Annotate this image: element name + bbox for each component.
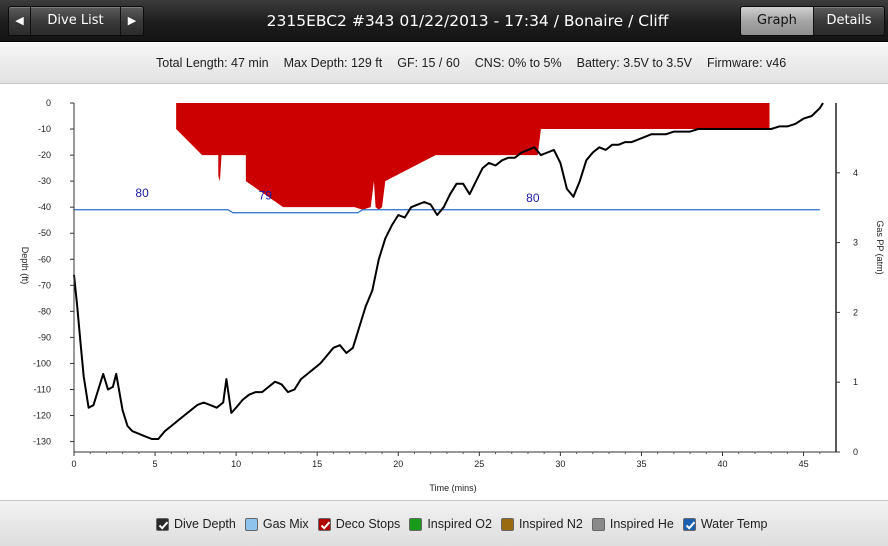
y2-tick-label: 1 — [853, 377, 858, 387]
max-depth: Max Depth: 129 ft — [283, 56, 383, 70]
top-toolbar: ◀ Dive List ▶ 2315EBC2 #343 01/22/2013 -… — [0, 0, 888, 42]
y-tick-label: -10 — [38, 124, 51, 134]
x-tick-label: 30 — [555, 459, 565, 469]
legend-bar: Dive Depth Gas Mix Deco Stops Inspired O2 In… — [0, 500, 888, 546]
back-arrow-button[interactable]: ◀ — [9, 7, 31, 35]
legend-label: Water Temp — [700, 517, 768, 531]
legend-checkbox[interactable] — [317, 517, 331, 531]
total-length: Total Length: 47 min — [156, 56, 269, 70]
y-tick-label: -100 — [33, 358, 51, 368]
legend-checkbox[interactable] — [244, 517, 258, 531]
legend-item-inspired-o2[interactable]: Inspired O2 — [409, 517, 492, 531]
legend-checkbox[interactable] — [591, 517, 605, 531]
legend-label: Inspired N2 — [518, 517, 583, 531]
water-temp-line — [74, 209, 820, 214]
y-tick-label: -90 — [38, 332, 51, 342]
y-tick-label: -40 — [38, 202, 51, 212]
water-temp-label: 80 — [135, 186, 149, 200]
x-tick-label: 25 — [474, 459, 484, 469]
y2-tick-label: 2 — [853, 307, 858, 317]
water-temp-label: 79 — [259, 188, 273, 202]
legend-item-gas-mix[interactable]: Gas Mix — [244, 517, 309, 531]
x-tick-label: 5 — [153, 459, 158, 469]
y2-axis-label: Gas PP (atm) — [875, 220, 885, 274]
y-tick-label: -20 — [38, 150, 51, 160]
tab-details[interactable]: Details — [826, 13, 872, 28]
dive-list-nav: ◀ Dive List ▶ — [8, 6, 144, 36]
y2-tick-label: 0 — [853, 447, 858, 457]
legend-item-dive-depth[interactable]: Dive Depth — [156, 517, 236, 531]
legend-item-deco-stops[interactable]: Deco Stops — [317, 517, 401, 531]
legend-item-inspired-he[interactable]: Inspired He — [591, 517, 674, 531]
legend-label: Inspired O2 — [427, 517, 492, 531]
legend-checkbox[interactable] — [156, 517, 169, 531]
gradient-factors: GF: 15 / 60 — [397, 56, 460, 70]
dive-profile-chart: 80 79 80 0 -10 -20 -30 -40 -50 -60 -70 -80 -90 -100 -1… — [20, 98, 885, 493]
y-tick-label: -110 — [34, 384, 51, 394]
dive-title: 2315EBC2 #343 01/22/2013 - 17:34 / Bonai… — [266, 12, 669, 30]
legend-label: Gas Mix — [262, 517, 309, 531]
legend-label: Dive Depth — [174, 517, 236, 531]
cns: CNS: 0% to 5% — [474, 56, 562, 70]
tab-graph[interactable]: Graph — [741, 7, 814, 35]
y-tick-label: -130 — [33, 437, 51, 447]
y-tick-label: -50 — [38, 228, 51, 238]
water-temp-label: 80 — [526, 191, 540, 205]
forward-arrow-button[interactable]: ▶ — [127, 14, 137, 27]
y-tick-label: 0 — [46, 98, 51, 108]
deco-stops-area — [176, 103, 770, 210]
x-tick-label: 10 — [231, 459, 241, 469]
firmware: Firmware: v46 — [706, 56, 787, 70]
legend-label: Inspired He — [609, 517, 674, 531]
legend-checkbox[interactable] — [682, 517, 696, 531]
dive-depth-line — [73, 102, 824, 440]
view-switcher: Graph Details — [740, 6, 885, 36]
legend-checkbox[interactable] — [500, 517, 514, 531]
x-tick-label: 45 — [799, 459, 809, 469]
y-tick-label: -120 — [33, 411, 51, 421]
y-tick-label: -70 — [38, 280, 51, 290]
legend-label: Deco Stops — [335, 517, 401, 531]
battery: Battery: 3.5V to 3.5V — [576, 56, 692, 70]
legend-item-inspired-n2[interactable]: Inspired N2 — [500, 517, 583, 531]
x-tick-label: 35 — [636, 459, 646, 469]
dive-summary-bar: Total Length: 47 min Max Depth: 129 ft G… — [0, 43, 888, 84]
dive-list-button[interactable]: Dive List — [31, 7, 121, 35]
x-tick-label: 20 — [393, 459, 403, 469]
y2-tick-label: 3 — [853, 238, 858, 248]
y-tick-label: -30 — [38, 176, 51, 186]
legend-item-water-temp[interactable]: Water Temp — [682, 517, 768, 531]
legend-checkbox[interactable] — [409, 517, 423, 531]
y-tick-label: -80 — [38, 306, 51, 316]
y-tick-label: -60 — [38, 254, 51, 264]
x-tick-label: 0 — [71, 459, 76, 469]
x-tick-label: 40 — [718, 459, 728, 469]
y-axis-label: Depth (ft) — [20, 247, 30, 285]
y2-tick-label: 4 — [853, 168, 858, 178]
x-axis-label: Time (mins) — [429, 483, 476, 493]
x-tick-label: 15 — [312, 459, 322, 469]
